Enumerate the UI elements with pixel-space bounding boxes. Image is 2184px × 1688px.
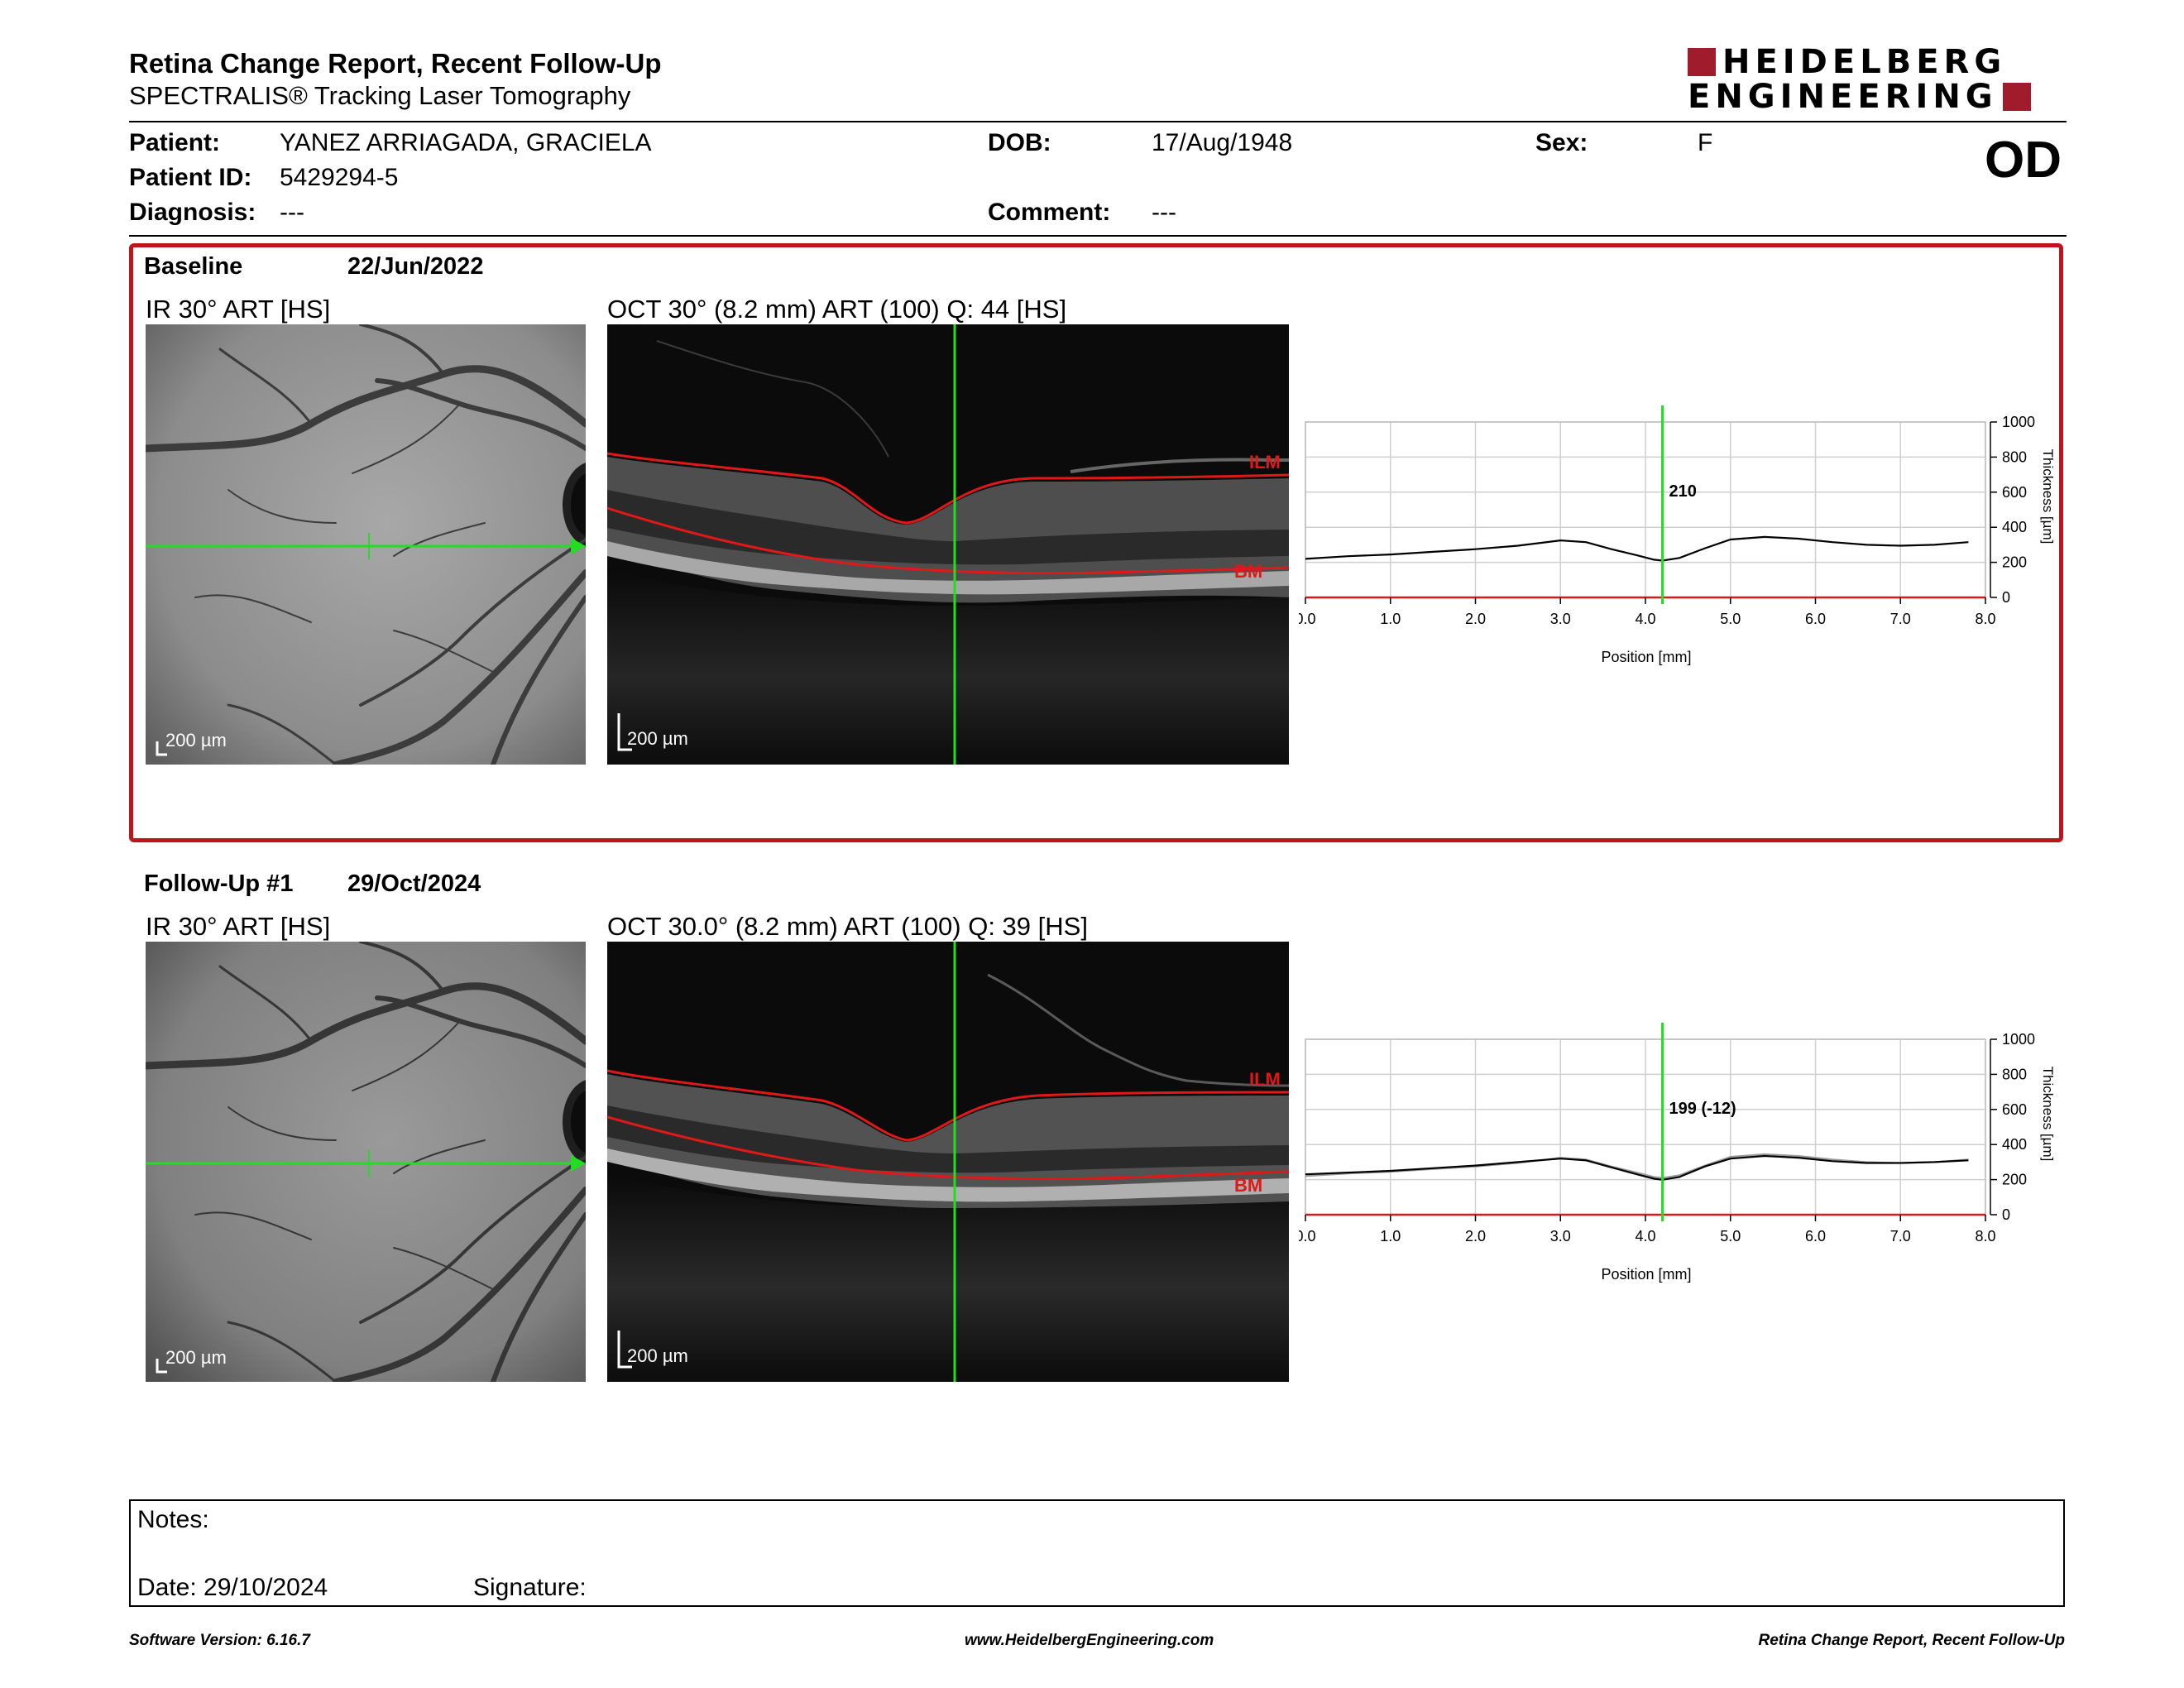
followup-ir-title: IR 30° ART [HS] (146, 912, 331, 941)
baseline-oct-scale: 200 µm (627, 728, 688, 749)
thickness-series-line (1305, 1154, 1969, 1181)
y-tick-label: 200 (2002, 1172, 2027, 1188)
patient-divider (129, 235, 2067, 237)
footer-software-version: Software Version: 6.16.7 (129, 1632, 310, 1649)
dob-label: DOB: (988, 129, 1051, 156)
x-tick-label: 3.0 (1550, 1228, 1571, 1244)
comment-label: Comment: (988, 199, 1111, 226)
baseline-thickness-chart: 0.0 1.0 2.0 3.0 4.0 5.0 6.0 7.0 8.0 0 200 400 600 80… (1299, 405, 2056, 665)
x-tick-label: 5.0 (1720, 1228, 1741, 1244)
x-tick-label: 8.0 (1975, 611, 1995, 627)
baseline-selected-frame[interactable] (129, 243, 2063, 842)
x-axis-label: Position [mm] (1601, 649, 1691, 665)
logo-line2: ENGINEERING (1688, 78, 1998, 116)
baseline-ilm-label: ILM (1249, 452, 1281, 472)
patient-name-label: Patient: (129, 129, 221, 156)
y-tick-label: 400 (2002, 1136, 2027, 1153)
baseline-date: 22/Jun/2022 (347, 253, 484, 280)
y-tick-label: 1000 (2002, 414, 2035, 430)
patient-name: YANEZ ARRIAGADA, GRACIELA (280, 129, 652, 156)
notes-date: Date: 29/10/2024 (137, 1574, 328, 1601)
x-tick-label: 5.0 (1720, 611, 1741, 627)
sex-label: Sex: (1535, 129, 1588, 156)
footer-website-link[interactable]: www.HeidelbergEngineering.com (965, 1632, 1214, 1649)
chart-grid (1305, 421, 1991, 599)
patient-id-label: Patient ID: (129, 164, 252, 191)
y-tick-label: 600 (2002, 1101, 2027, 1118)
x-tick-label: 6.0 (1805, 611, 1826, 627)
fundus-drawing (146, 324, 586, 765)
bscan-drawing: ILM BM (607, 942, 1289, 1382)
header-divider (129, 121, 2067, 122)
y-tick-label: 0 (2002, 1206, 2010, 1223)
dob-value: 17/Aug/1948 (1152, 129, 1293, 156)
baseline-oct-bscan-image[interactable]: ILM BM 200 µm (607, 324, 1289, 765)
y-tick-label: 600 (2002, 484, 2027, 501)
baseline-bm-label: BM (1234, 561, 1262, 582)
x-tick-label: 4.0 (1635, 611, 1655, 627)
x-tick-label: 1.0 (1380, 1228, 1401, 1244)
followup-ilm-label: ILM (1249, 1069, 1281, 1090)
y-axis-label: Thickness [µm] (2040, 449, 2056, 544)
y-tick-label: 0 (2002, 589, 2010, 606)
signature-label: Signature: (473, 1574, 587, 1601)
logo-line1: HEIDELBERG (1722, 43, 2007, 81)
baseline-label: Baseline (144, 253, 243, 280)
notes-label: Notes: (137, 1506, 209, 1533)
x-tick-label: 0.0 (1299, 611, 1316, 627)
footer-report-name: Retina Change Report, Recent Follow-Up (1758, 1632, 2065, 1649)
x-tick-label: 7.0 (1890, 1228, 1911, 1244)
baseline-oct-title: OCT 30° (8.2 mm) ART (100) Q: 44 [HS] (607, 295, 1067, 324)
followup-oct-title: OCT 30.0° (8.2 mm) ART (100) Q: 39 [HS] (607, 912, 1088, 941)
y-tick-label: 800 (2002, 448, 2027, 465)
report-subtitle: SPECTRALIS® Tracking Laser Tomography (129, 81, 631, 110)
x-tick-label: 4.0 (1635, 1228, 1655, 1244)
x-tick-label: 8.0 (1975, 1228, 1995, 1244)
report-title: Retina Change Report, Recent Follow-Up (129, 48, 662, 79)
x-tick-label: 6.0 (1805, 1228, 1826, 1244)
logo-square-icon (2002, 83, 2031, 111)
logo-square-icon (1688, 48, 1716, 76)
followup-date: 29/Oct/2024 (347, 870, 481, 897)
heidelberg-logo: HEIDELBERG ENGINEERING (1688, 45, 2068, 114)
x-tick-label: 1.0 (1380, 611, 1401, 627)
followup-thickness-readout: 199 (-12) (1669, 1100, 1736, 1118)
baseline-ir-scale: 200 µm (165, 730, 227, 750)
y-tick-label: 1000 (2002, 1031, 2035, 1048)
followup-label: Follow-Up #1 (144, 870, 294, 897)
fundus-drawing (146, 942, 586, 1382)
baseline-thickness-readout: 210 (1669, 482, 1697, 501)
followup-thickness-chart: 0.0 1.0 2.0 3.0 4.0 5.0 6.0 7.0 8.0 0 200 400 600 80… (1299, 1023, 2056, 1283)
x-axis-label: Position [mm] (1601, 1266, 1691, 1283)
x-tick-label: 0.0 (1299, 1228, 1316, 1244)
baseline-ir-fundus-image[interactable]: 200 µm (146, 324, 586, 765)
thickness-series-line (1305, 535, 1969, 562)
x-tick-label: 2.0 (1465, 611, 1486, 627)
baseline-ir-title: IR 30° ART [HS] (146, 295, 331, 324)
followup-oct-scale: 200 µm (627, 1345, 688, 1366)
chart-grid (1305, 1038, 1991, 1216)
comment-value: --- (1152, 199, 1176, 226)
y-tick-label: 800 (2002, 1066, 2027, 1082)
y-tick-label: 200 (2002, 554, 2027, 571)
diagnosis-value: --- (280, 199, 304, 226)
followup-bm-label: BM (1234, 1175, 1262, 1196)
notes-box[interactable]: Notes: Date: 29/10/2024 Signature: (129, 1499, 2065, 1607)
eye-indicator: OD (1985, 132, 2062, 189)
sex-value: F (1698, 129, 1713, 156)
x-tick-label: 3.0 (1550, 611, 1571, 627)
diagnosis-label: Diagnosis: (129, 199, 256, 226)
y-axis-label: Thickness [µm] (2040, 1067, 2056, 1162)
followup-ir-fundus-image[interactable]: 200 µm (146, 942, 586, 1382)
followup-ir-scale: 200 µm (165, 1347, 227, 1368)
x-tick-label: 2.0 (1465, 1228, 1486, 1244)
y-tick-label: 400 (2002, 519, 2027, 535)
bscan-drawing: ILM BM (607, 324, 1289, 765)
followup-oct-bscan-image[interactable]: ILM BM 200 µm (607, 942, 1289, 1382)
patient-id: 5429294-5 (280, 164, 399, 191)
x-tick-label: 7.0 (1890, 611, 1911, 627)
